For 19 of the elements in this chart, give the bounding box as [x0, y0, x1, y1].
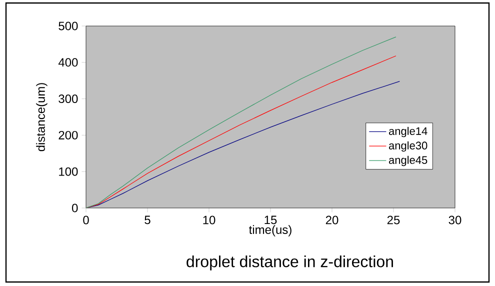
x-tick-label: 15 [264, 216, 277, 224]
y-tick-label: 200 [58, 130, 78, 140]
y-axis-title: distance(um) [36, 83, 48, 152]
y-tick-label: 500 [58, 22, 78, 30]
legend-label: angle14 [388, 126, 428, 138]
y-tick-label: 0 [72, 204, 78, 212]
y-tick-label: 400 [58, 58, 78, 67]
y-tick-label: 100 [59, 167, 78, 176]
x-tick-label: 25 [387, 216, 400, 224]
legend-label: angle30 [388, 141, 428, 152]
x-tick-label: 10 [203, 216, 216, 224]
x-tick-label: 5 [144, 216, 150, 224]
x-tick-label: 30 [448, 216, 462, 224]
y-tick-label: 300 [58, 94, 78, 104]
x-tick-label: 0 [83, 216, 89, 224]
legend-label: angle45 [388, 156, 428, 166]
text: droplet distance in z-direction [186, 256, 393, 270]
x-tick-label: 20 [326, 216, 338, 224]
x-axis-title: time(us) [249, 225, 292, 236]
